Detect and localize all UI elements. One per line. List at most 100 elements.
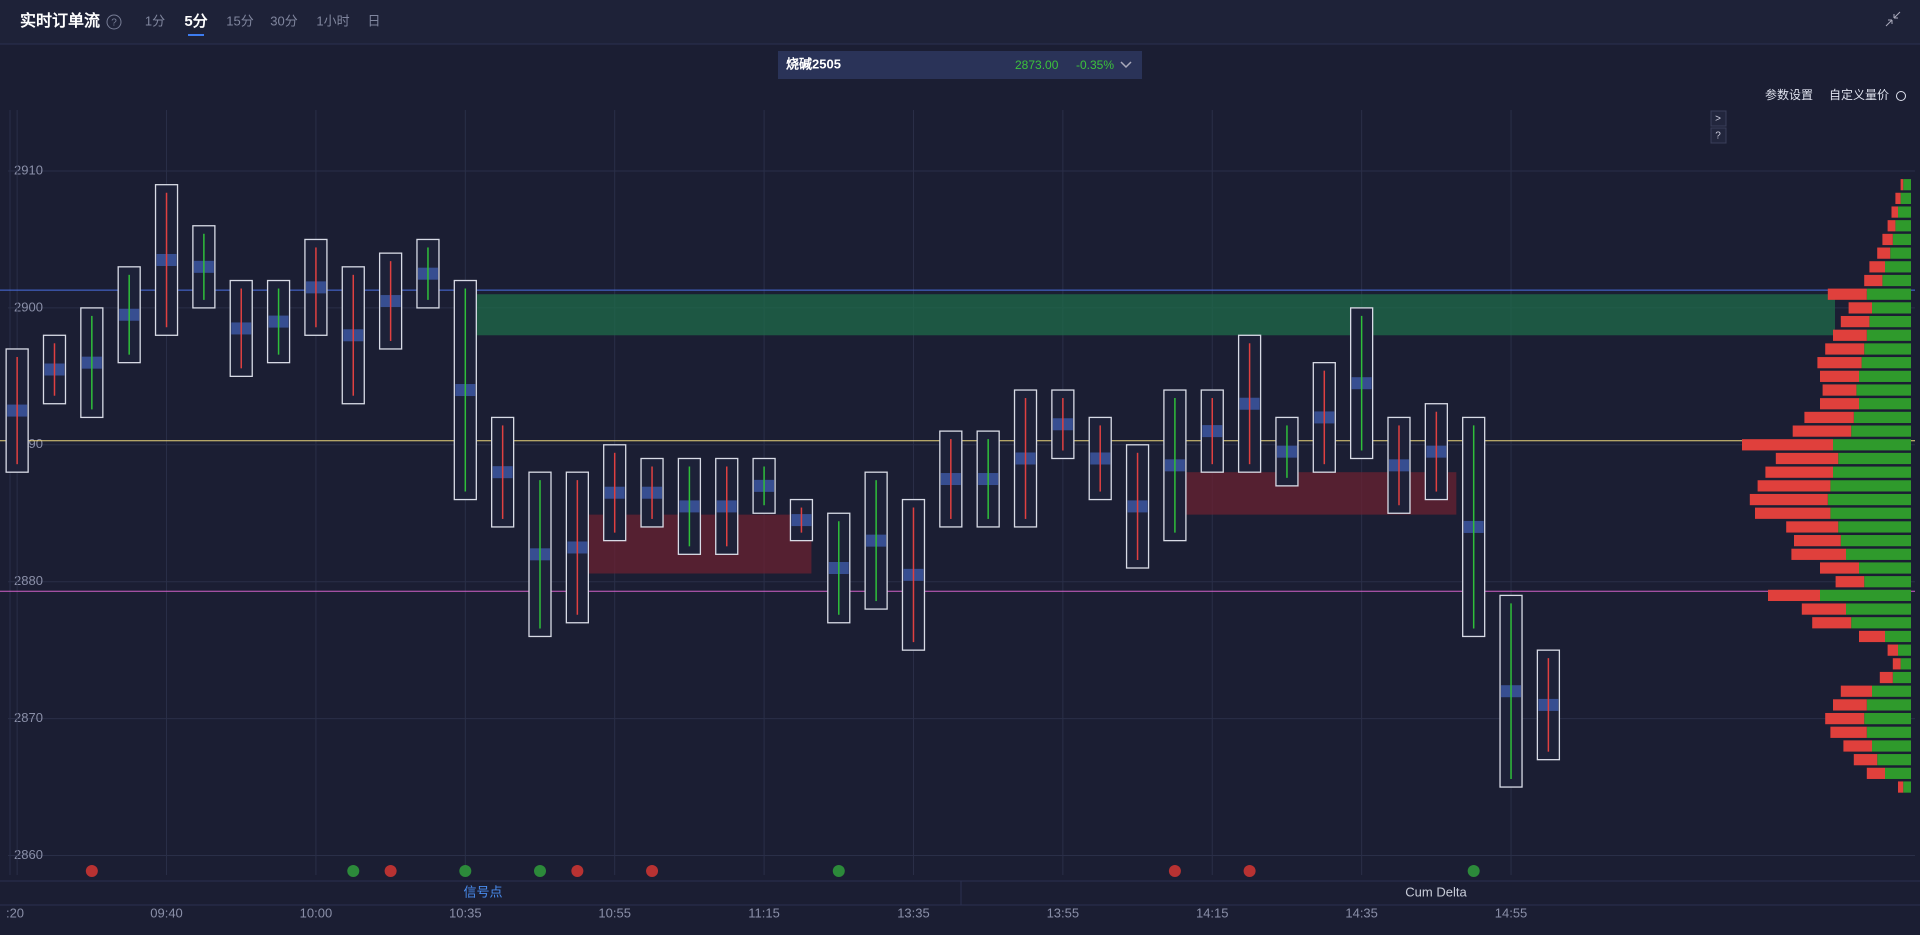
- profile-buy: [1851, 617, 1911, 629]
- profile-buy: [1903, 179, 1911, 191]
- profile-sell: [1827, 288, 1867, 300]
- profile-sell: [1853, 754, 1878, 766]
- profile-sell: [1757, 480, 1831, 492]
- signal-icon[interactable]: [384, 865, 397, 877]
- profile-sell: [1775, 452, 1839, 465]
- interval-tab[interactable]: 1分: [145, 13, 165, 28]
- profile-sell: [1749, 493, 1828, 506]
- settings-button[interactable]: 参数设置: [1765, 87, 1813, 102]
- profile-buy: [1898, 644, 1911, 656]
- signal-icon[interactable]: [459, 865, 472, 877]
- side-button[interactable]: [1710, 127, 1727, 144]
- header-bar: [0, 0, 1920, 44]
- profile-sell: [1843, 740, 1872, 752]
- signal-icon[interactable]: [1168, 865, 1181, 877]
- profile-sell: [1833, 329, 1867, 341]
- profile-sell: [1820, 398, 1859, 410]
- profile-sell: [1830, 726, 1867, 738]
- interval-tab[interactable]: 1小时: [316, 13, 349, 28]
- x-tick-label: 14:15: [1196, 905, 1229, 920]
- profile-sell: [1804, 411, 1854, 424]
- cumdelta-tab[interactable]: Cum Delta: [1405, 884, 1467, 899]
- profile-sell: [1891, 206, 1898, 218]
- profile-buy: [1890, 247, 1911, 259]
- profile-sell: [1820, 370, 1859, 382]
- profile-buy: [1866, 699, 1911, 711]
- help-icon[interactable]: [106, 14, 122, 30]
- y-tick-label: 2900: [14, 299, 43, 314]
- profile-sell: [1848, 302, 1872, 314]
- signal-icon[interactable]: [832, 865, 845, 877]
- signal-icon[interactable]: [1467, 865, 1480, 877]
- profile-sell: [1768, 589, 1820, 602]
- profile-buy: [1872, 685, 1911, 697]
- active-underline: [188, 34, 204, 36]
- profile-buy: [1830, 507, 1911, 519]
- instrument-name: 烧碱2505: [786, 56, 841, 71]
- x-tick-label: 14:35: [1345, 905, 1378, 920]
- interval-tab[interactable]: 15分: [226, 13, 253, 28]
- signal-icon[interactable]: [534, 865, 547, 877]
- x-tick-label: 14:55: [1495, 905, 1528, 920]
- profile-buy: [1892, 233, 1911, 246]
- y-tick-label: 2870: [14, 710, 43, 725]
- instrument-selector[interactable]: [778, 51, 1142, 79]
- title: 实时订单流: [20, 11, 100, 30]
- profile-sell: [1892, 658, 1901, 670]
- profile-buy: [1866, 329, 1911, 341]
- custom-button[interactable]: 自定义量价: [1829, 87, 1889, 102]
- profile-sell: [1794, 535, 1841, 547]
- help-text: ?: [111, 18, 117, 29]
- profile-sell: [1801, 603, 1846, 615]
- instrument-price: 2873.00: [1015, 58, 1059, 72]
- profile-sell: [1900, 179, 1904, 191]
- profile-buy: [1856, 384, 1911, 396]
- profile-buy: [1885, 630, 1911, 643]
- signal-icon[interactable]: [85, 865, 98, 877]
- signal-icon[interactable]: [1243, 865, 1256, 877]
- profile-sell: [1822, 384, 1857, 396]
- side-button-text: ?: [1715, 131, 1721, 142]
- signal-icon[interactable]: [646, 865, 659, 877]
- profile-sell: [1877, 247, 1891, 259]
- profile-buy: [1898, 206, 1911, 218]
- profile-buy: [1872, 740, 1911, 752]
- profile-sell: [1765, 466, 1833, 478]
- profile-buy: [1864, 712, 1911, 725]
- x-tick-label: 09:40: [150, 905, 183, 920]
- signal-icon[interactable]: [347, 865, 360, 877]
- profile-sell: [1859, 630, 1885, 643]
- profile-sell: [1812, 617, 1852, 629]
- side-button[interactable]: [1710, 110, 1727, 127]
- profile-sell: [1817, 357, 1862, 369]
- x-tick-label: 10:55: [598, 905, 631, 920]
- signal-tab[interactable]: 信号点: [463, 884, 502, 899]
- signal-icon[interactable]: [571, 865, 584, 877]
- instrument-change: -0.35%: [1076, 58, 1114, 72]
- profile-sell: [1755, 507, 1831, 519]
- profile-buy: [1859, 398, 1911, 410]
- profile-sell: [1825, 343, 1865, 355]
- interval-tab[interactable]: 30分: [270, 13, 297, 28]
- x-tick-label: :20: [6, 905, 24, 920]
- collapse-icon[interactable]: [1885, 11, 1901, 27]
- profile-buy: [1833, 466, 1911, 478]
- y-tick-label: 2860: [14, 847, 43, 862]
- x-tick-label: 13:55: [1047, 905, 1080, 920]
- profile-buy: [1830, 480, 1911, 492]
- side-button-text: >: [1715, 114, 1721, 125]
- profile-sell: [1869, 261, 1885, 273]
- profile-buy: [1882, 274, 1911, 287]
- y-tick-label: 2880: [14, 573, 43, 588]
- x-tick-label: 10:00: [300, 905, 333, 920]
- profile-buy: [1892, 671, 1911, 684]
- interval-tab[interactable]: 日: [367, 13, 380, 28]
- profile-sell: [1742, 439, 1833, 451]
- y-tick-label: 2910: [14, 162, 43, 177]
- profile-sell: [1887, 220, 1896, 232]
- interval-tab[interactable]: 5分: [184, 13, 207, 30]
- profile-buy: [1833, 439, 1911, 451]
- profile-sell: [1840, 315, 1870, 328]
- x-tick-label: 11:15: [748, 905, 780, 920]
